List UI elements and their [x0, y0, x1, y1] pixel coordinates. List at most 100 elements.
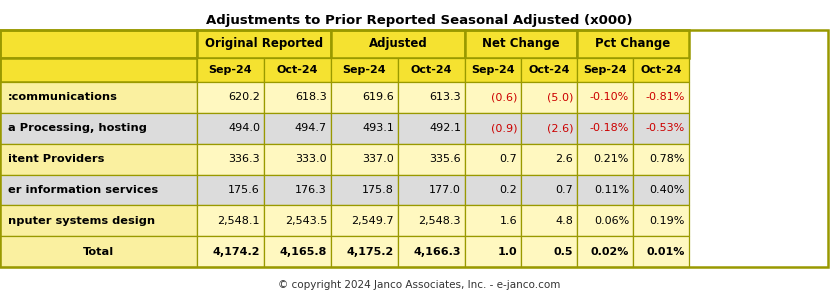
Text: Oct-24: Oct-24 — [411, 65, 453, 75]
Bar — [465, 236, 521, 267]
Bar — [465, 144, 521, 175]
Text: 336.3: 336.3 — [229, 154, 260, 164]
Text: Adjustments to Prior Reported Seasonal Adjusted (x000): Adjustments to Prior Reported Seasonal A… — [206, 14, 632, 27]
Bar — [633, 175, 689, 205]
Bar — [331, 175, 398, 205]
Text: 2.6: 2.6 — [556, 154, 573, 164]
Text: 0.78%: 0.78% — [649, 154, 685, 164]
Bar — [398, 113, 465, 144]
Text: 620.2: 620.2 — [228, 92, 260, 102]
Bar — [465, 113, 521, 144]
Bar — [577, 175, 633, 205]
Bar — [197, 82, 264, 113]
Bar — [264, 205, 331, 236]
Bar — [0, 113, 197, 144]
Text: 1.6: 1.6 — [499, 216, 517, 226]
Bar — [521, 144, 577, 175]
Bar — [0, 30, 828, 267]
Bar — [0, 58, 197, 82]
Bar — [331, 82, 398, 113]
Text: 176.3: 176.3 — [295, 185, 327, 195]
Text: 0.06%: 0.06% — [594, 216, 629, 226]
Text: -0.53%: -0.53% — [646, 123, 685, 133]
Bar — [521, 175, 577, 205]
Bar — [521, 58, 577, 82]
Bar — [577, 30, 689, 58]
Text: 2,548.3: 2,548.3 — [418, 216, 461, 226]
Bar — [331, 205, 398, 236]
Text: Sep-24: Sep-24 — [209, 65, 252, 75]
Text: 175.8: 175.8 — [362, 185, 394, 195]
Text: 335.6: 335.6 — [429, 154, 461, 164]
Bar — [521, 82, 577, 113]
Text: Net Change: Net Change — [482, 37, 560, 50]
Text: 493.1: 493.1 — [362, 123, 394, 133]
Bar — [264, 58, 331, 82]
Text: 337.0: 337.0 — [362, 154, 394, 164]
Text: Total: Total — [83, 247, 114, 257]
Text: 333.0: 333.0 — [295, 154, 327, 164]
Bar — [633, 82, 689, 113]
Text: Oct-24: Oct-24 — [640, 65, 682, 75]
Bar — [197, 58, 264, 82]
Text: © copyright 2024 Janco Associates, Inc. - e-janco.com: © copyright 2024 Janco Associates, Inc. … — [278, 280, 560, 290]
Text: 175.6: 175.6 — [228, 185, 260, 195]
Bar — [264, 175, 331, 205]
Text: Oct-24: Oct-24 — [528, 65, 570, 75]
Text: 619.6: 619.6 — [362, 92, 394, 102]
Text: 4,166.3: 4,166.3 — [413, 247, 461, 257]
Bar — [577, 236, 633, 267]
Bar — [331, 236, 398, 267]
Bar — [264, 144, 331, 175]
Text: Original Reported: Original Reported — [205, 37, 323, 50]
Bar — [197, 30, 331, 58]
Text: 2,543.5: 2,543.5 — [285, 216, 327, 226]
Bar — [197, 113, 264, 144]
Text: -0.81%: -0.81% — [645, 92, 685, 102]
Text: (0.6): (0.6) — [490, 92, 517, 102]
Text: 0.2: 0.2 — [499, 185, 517, 195]
Bar — [577, 205, 633, 236]
Bar — [0, 30, 197, 58]
Bar — [398, 205, 465, 236]
Text: 613.3: 613.3 — [429, 92, 461, 102]
Text: (0.9): (0.9) — [490, 123, 517, 133]
Bar — [398, 82, 465, 113]
Text: 4,175.2: 4,175.2 — [347, 247, 394, 257]
Text: Oct-24: Oct-24 — [277, 65, 318, 75]
Text: 0.7: 0.7 — [556, 185, 573, 195]
Bar — [0, 144, 197, 175]
Bar — [465, 175, 521, 205]
Text: 4.8: 4.8 — [555, 216, 573, 226]
Bar — [521, 236, 577, 267]
Bar — [398, 236, 465, 267]
Bar — [577, 144, 633, 175]
Bar — [197, 175, 264, 205]
Text: 0.02%: 0.02% — [591, 247, 629, 257]
Text: 494.7: 494.7 — [295, 123, 327, 133]
Bar — [264, 82, 331, 113]
Text: Pct Change: Pct Change — [595, 37, 670, 50]
Bar — [633, 144, 689, 175]
Text: -0.10%: -0.10% — [590, 92, 629, 102]
Bar — [398, 175, 465, 205]
Text: Adjusted: Adjusted — [369, 37, 427, 50]
Bar — [465, 30, 577, 58]
Bar — [331, 30, 465, 58]
Bar — [633, 113, 689, 144]
Bar — [331, 113, 398, 144]
Text: 492.1: 492.1 — [429, 123, 461, 133]
Text: a Processing, hosting: a Processing, hosting — [8, 123, 147, 133]
Bar — [0, 205, 197, 236]
Text: (5.0): (5.0) — [546, 92, 573, 102]
Bar — [0, 175, 197, 205]
Text: 0.19%: 0.19% — [649, 216, 685, 226]
Text: 0.21%: 0.21% — [593, 154, 629, 164]
Bar — [264, 236, 331, 267]
Bar — [577, 58, 633, 82]
Bar — [465, 205, 521, 236]
Text: 494.0: 494.0 — [228, 123, 260, 133]
Bar — [465, 82, 521, 113]
Bar — [264, 113, 331, 144]
Bar — [197, 205, 264, 236]
